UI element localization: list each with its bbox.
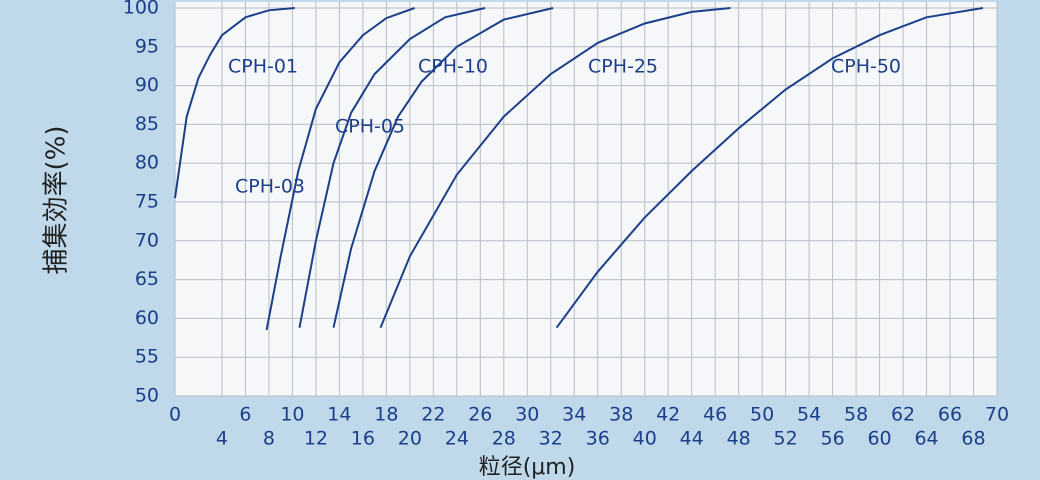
y-tick-label: 90 bbox=[135, 74, 159, 96]
series-line bbox=[555, 7, 984, 329]
series-label: CPH-50 bbox=[831, 56, 901, 78]
x-tick-label: 64 bbox=[914, 428, 938, 450]
y-tick-label: 70 bbox=[135, 229, 159, 251]
x-tick-label: 62 bbox=[891, 404, 915, 426]
x-tick-label: 4 bbox=[216, 428, 228, 450]
x-tick-label: 70 bbox=[985, 404, 1009, 426]
x-tick-label: 44 bbox=[680, 428, 704, 450]
x-tick-label: 28 bbox=[492, 428, 516, 450]
x-tick-label: 6 bbox=[239, 404, 251, 426]
x-tick-label: 12 bbox=[304, 428, 328, 450]
y-axis-title: 捕集効率(%) bbox=[42, 126, 72, 275]
series-label: CPH-25 bbox=[588, 56, 658, 78]
x-tick-label: 42 bbox=[656, 404, 680, 426]
series-label: CPH-01 bbox=[228, 56, 298, 78]
y-tick-label: 60 bbox=[135, 307, 159, 329]
x-tick-label: 38 bbox=[609, 404, 633, 426]
x-tick-label: 58 bbox=[844, 404, 868, 426]
series-label: CPH-05 bbox=[335, 116, 405, 138]
y-tick-label: 65 bbox=[135, 268, 159, 290]
x-tick-label: 8 bbox=[263, 428, 275, 450]
x-tick-label: 24 bbox=[445, 428, 469, 450]
x-axis-title: 粒径(μm) bbox=[479, 455, 576, 480]
series-line bbox=[332, 7, 554, 328]
x-tick-label: 20 bbox=[398, 428, 422, 450]
y-tick-label: 85 bbox=[135, 113, 159, 135]
x-tick-label: 48 bbox=[727, 428, 751, 450]
x-tick-label: 56 bbox=[821, 428, 845, 450]
x-tick-label: 68 bbox=[961, 428, 985, 450]
x-tick-label: 32 bbox=[539, 428, 563, 450]
x-tick-label: 18 bbox=[374, 404, 398, 426]
y-tick-label: 50 bbox=[135, 385, 159, 407]
series-line bbox=[174, 7, 295, 199]
x-tick-label: 60 bbox=[867, 428, 891, 450]
x-tick-label: 30 bbox=[515, 404, 539, 426]
y-tick-label: 100 bbox=[123, 0, 159, 19]
x-tick-label: 34 bbox=[562, 404, 586, 426]
series-line bbox=[379, 7, 731, 329]
x-tick-label: 46 bbox=[703, 404, 727, 426]
y-tick-label: 80 bbox=[135, 152, 159, 174]
y-tick-label: 75 bbox=[135, 191, 159, 213]
series-line bbox=[265, 7, 415, 331]
x-tick-label: 36 bbox=[586, 428, 610, 450]
x-tick-label: 52 bbox=[774, 428, 798, 450]
x-tick-label: 10 bbox=[280, 404, 304, 426]
plot-area bbox=[175, 2, 997, 396]
x-tick-label: 26 bbox=[468, 404, 492, 426]
series-label: CPH-03 bbox=[235, 176, 305, 198]
x-tick-label: 50 bbox=[750, 404, 774, 426]
series-label: CPH-10 bbox=[418, 56, 488, 78]
y-tick-label: 55 bbox=[135, 346, 159, 368]
x-tick-label: 22 bbox=[421, 404, 445, 426]
x-tick-label: 14 bbox=[327, 404, 351, 426]
x-tick-label: 0 bbox=[169, 404, 181, 426]
x-tick-label: 40 bbox=[633, 428, 657, 450]
series-line bbox=[298, 7, 486, 328]
x-tick-label: 16 bbox=[351, 428, 375, 450]
x-tick-label: 66 bbox=[938, 404, 962, 426]
x-tick-label: 54 bbox=[797, 404, 821, 426]
y-tick-label: 95 bbox=[135, 35, 159, 57]
